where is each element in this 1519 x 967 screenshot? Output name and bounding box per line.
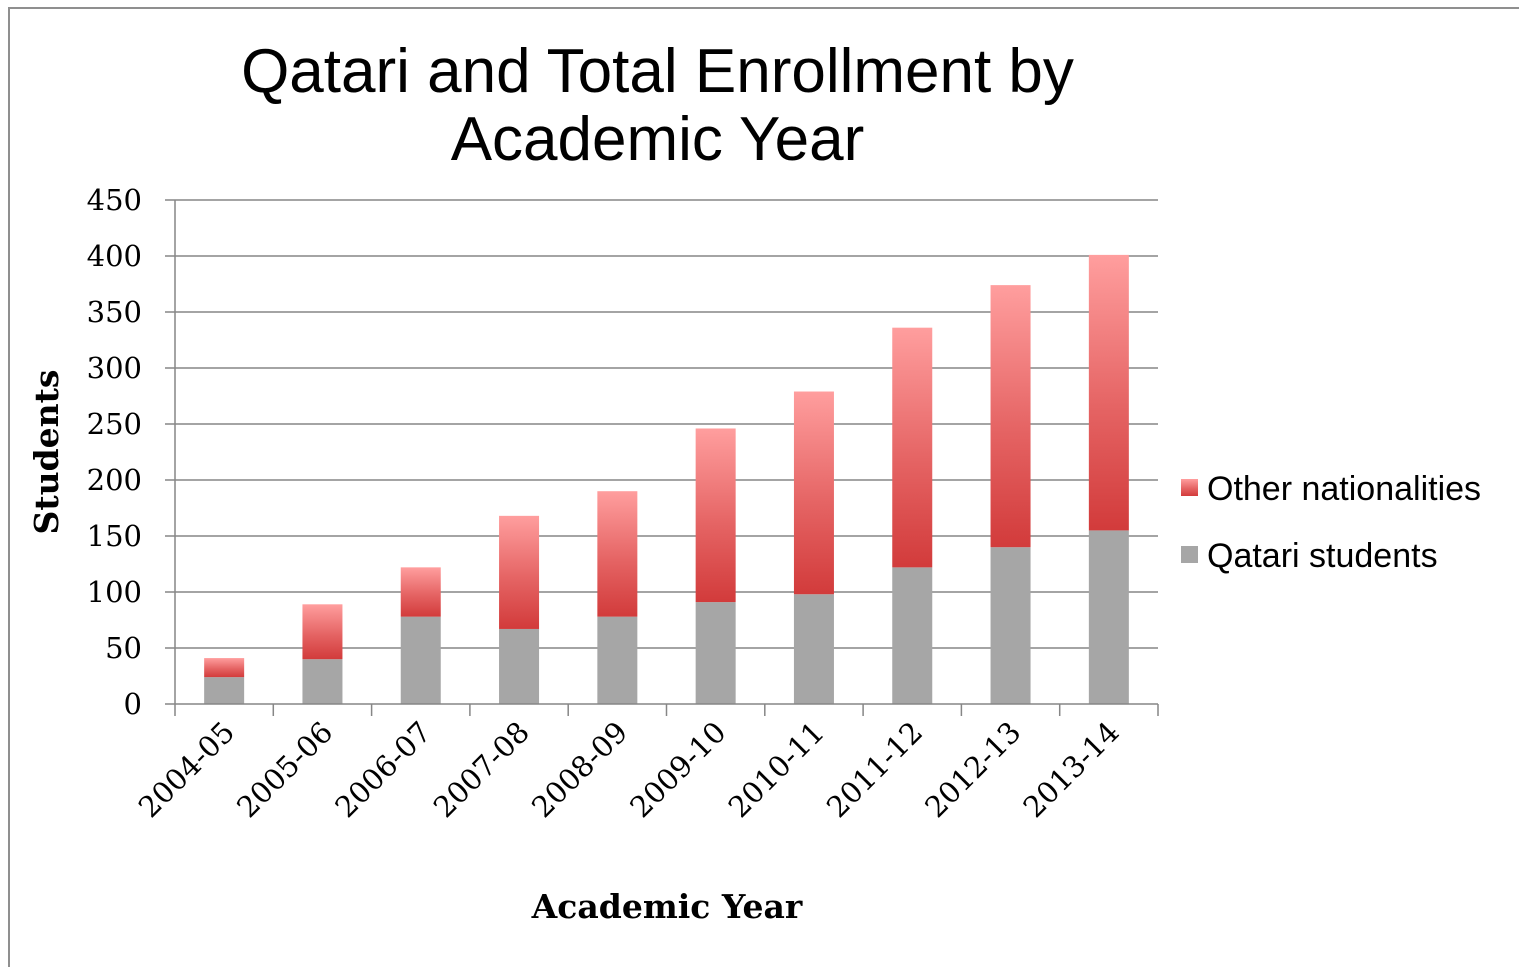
y-tick-label: 150 [87,519,142,553]
axes [165,199,1159,716]
bar-other-nationalities [400,567,441,617]
bar-qatari-students [695,602,736,704]
bar-qatari-students [204,677,245,704]
y-axis-title: Students [27,370,66,535]
legend-swatch-other-nationalities [1181,479,1198,496]
bar-other-nationalities [499,515,540,629]
bar-other-nationalities [1088,254,1129,531]
x-tick-label: 2009-10 [623,715,732,824]
bars [204,254,1129,704]
bar-qatari-students [400,616,441,704]
bar-other-nationalities [204,658,245,678]
x-tick-label: 2005-06 [230,715,339,824]
bar-qatari-students [793,594,834,704]
y-tick-label: 350 [87,295,142,329]
x-tick-label: 2006-07 [328,715,437,824]
y-tick-label: 300 [87,351,142,385]
legend-label-other-nationalities: Other nationalities [1207,470,1481,508]
x-tick-labels: 2004-052005-062006-072007-082008-092009-… [132,715,1126,824]
chart-title: Qatari and Total Enrollment by Academic … [241,37,1074,174]
x-axis-title: Academic Year [531,887,803,926]
legend: Other nationalities Qatari students [1181,470,1481,575]
x-tick-label: 2007-08 [427,715,536,824]
bar-other-nationalities [892,327,933,568]
x-tick-label: 2013-14 [1017,715,1126,824]
x-tick-label: 2010-11 [722,715,831,824]
x-tick-label: 2004-05 [132,715,241,824]
bar-qatari-students [892,567,933,704]
bar-other-nationalities [695,428,736,603]
y-tick-label: 50 [105,631,142,665]
bar-other-nationalities [990,285,1031,548]
y-tick-label: 200 [87,463,142,497]
y-tick-labels: 0 50 100 150 200 250 300 350 400 450 [87,183,142,721]
y-tick-label: 250 [87,407,142,441]
y-tick-label: 100 [87,575,142,609]
chart-frame [8,7,1519,967]
legend-item-other-nationalities: Other nationalities [1181,470,1481,508]
bar-qatari-students [597,616,638,704]
y-tick-label: 400 [87,239,142,273]
x-tick-label: 2008-09 [525,715,634,824]
bar-qatari-students [990,547,1031,704]
y-tick-label: 450 [87,183,142,217]
legend-swatch-qatari-students [1181,546,1198,563]
x-tick-label: 2012-13 [918,715,1027,824]
x-tick-label: 2011-12 [820,715,929,824]
bar-other-nationalities [793,391,834,595]
bar-qatari-students [302,659,343,704]
y-tick-label: 0 [124,687,142,721]
legend-item-qatari-students: Qatari students [1181,537,1438,575]
bar-other-nationalities [302,604,343,660]
legend-label-qatari-students: Qatari students [1207,537,1438,575]
bar-other-nationalities [597,491,638,617]
bar-qatari-students [499,628,540,704]
bar-qatari-students [1088,530,1129,704]
